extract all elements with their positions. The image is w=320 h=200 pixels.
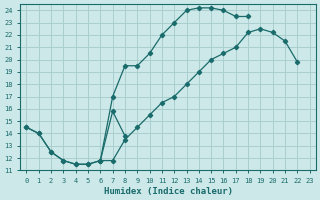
X-axis label: Humidex (Indice chaleur): Humidex (Indice chaleur) — [104, 187, 233, 196]
